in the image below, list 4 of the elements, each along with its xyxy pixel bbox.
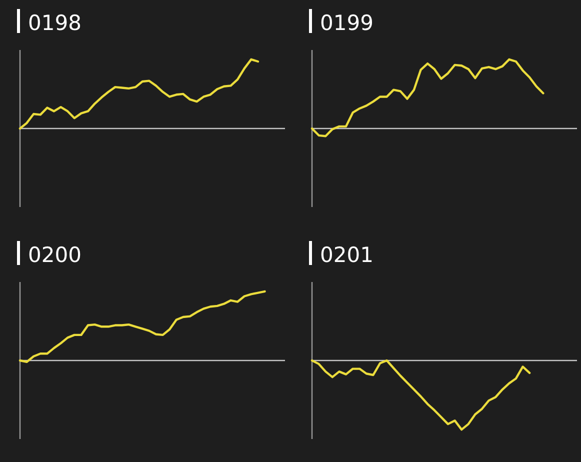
chart-title: 0201	[320, 243, 374, 267]
chart-title: 0200	[28, 243, 82, 267]
chart-title: 0198	[28, 11, 82, 35]
chart-title: 0199	[320, 11, 374, 35]
